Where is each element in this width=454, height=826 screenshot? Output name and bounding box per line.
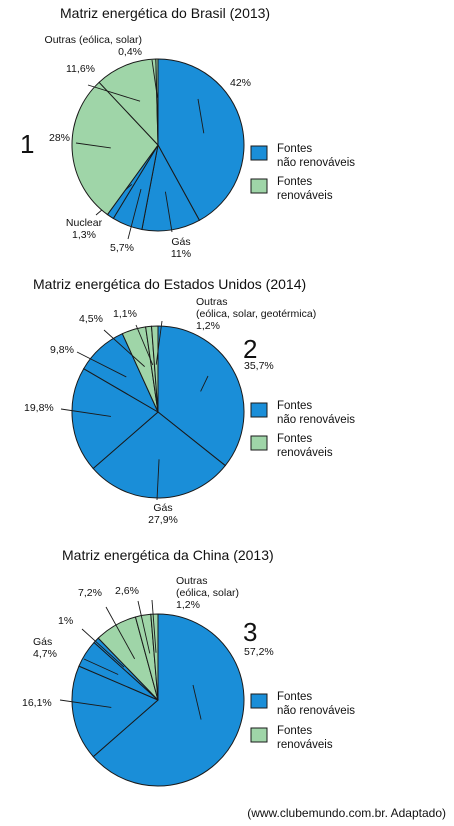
slice-label: Nuclear: [66, 217, 103, 229]
chart-brasil: Matriz energética do Brasil (2013) 1 42%…: [20, 5, 355, 260]
leader-line: [137, 600, 151, 654]
legend: Fontes não renováveis Fontes renováveis: [250, 400, 355, 459]
slice-label: 57,2%: [244, 646, 274, 658]
slice-label: (eólica, solar, geotérmica): [196, 308, 316, 320]
leader-line: [200, 375, 209, 392]
chart-china: Matriz energética da China (2013) 3 57,2…: [22, 547, 355, 787]
leader-line: [192, 684, 202, 720]
slice-label: (eólica, solar): [176, 587, 239, 599]
legend-label-non-renewable: Fontes: [277, 691, 312, 703]
slice-label: 4,5%: [79, 313, 103, 325]
slice-label: 35,7%: [244, 360, 274, 372]
slice-label: 0,4%: [118, 46, 142, 58]
leader-line: [76, 351, 127, 378]
legend-label-renewable: Fontes: [277, 433, 312, 445]
leader-line: [81, 628, 125, 668]
legend-label-renewable-2: renováveis: [277, 447, 333, 459]
slice-label: 11%: [171, 248, 191, 260]
leader-line: [197, 98, 205, 134]
slice-label: 1,2%: [176, 599, 200, 611]
pie-slice: [71, 81, 159, 216]
chart-title: Matriz energética do Estados Unidos (201…: [33, 276, 306, 292]
legend-label-renewable-2: renováveis: [277, 739, 333, 751]
slice-label: Gás: [171, 236, 190, 248]
slice-label: 1%: [58, 615, 73, 627]
chart-title: Matriz energética do Brasil (2013): [60, 5, 270, 21]
chart-number: 1: [20, 129, 34, 159]
leader-line: [83, 658, 119, 675]
pie-slice: [71, 665, 159, 758]
leader-line: [127, 189, 142, 240]
slice-label: Outras (eólica, solar): [45, 34, 142, 46]
pie-slice: [71, 368, 159, 470]
slice-label: 1,2%: [196, 320, 220, 332]
slice-label: Gás: [153, 502, 172, 514]
slice-label: 9,8%: [50, 344, 74, 356]
pie-slice: [92, 613, 245, 787]
slice-label: 11,6%: [66, 63, 95, 75]
slice-label: 16,1%: [22, 697, 52, 709]
pie-slice: [98, 58, 159, 147]
slice-label: 1,3%: [72, 229, 96, 241]
legend-label-renewable: Fontes: [277, 725, 312, 737]
leader-line: [60, 408, 111, 417]
legend-label-non-renewable-2: não renováveis: [277, 414, 355, 426]
chart-number: 3: [243, 617, 257, 647]
pie-slice: [155, 58, 159, 146]
legend-swatch-non-renewable: [250, 693, 268, 709]
legend-swatch-renewable: [250, 435, 268, 451]
slice-label: 5,7%: [110, 242, 134, 254]
slice-label: 28%: [49, 132, 70, 144]
slice-label: Gás: [33, 636, 52, 648]
leader-line: [151, 599, 157, 653]
pie-slice: [157, 58, 245, 222]
legend-label-non-renewable: Fontes: [277, 400, 312, 412]
pie-slice: [157, 325, 245, 467]
pie-slice: [150, 325, 159, 413]
chart-title: Matriz energética da China (2013): [62, 547, 274, 563]
leader-line: [87, 84, 141, 102]
chart-number: 2: [243, 334, 257, 364]
leader-line: [59, 699, 112, 708]
slice-label: Outras: [196, 296, 228, 308]
legend-swatch-renewable: [250, 178, 268, 194]
leader-line: [75, 142, 111, 149]
legend-swatch-renewable: [250, 727, 268, 743]
leader-line: [151, 59, 158, 98]
slice-label: 7,2%: [78, 587, 102, 599]
leader-line: [135, 324, 154, 366]
legend-label-non-renewable: Fontes: [277, 143, 312, 155]
legend-label-non-renewable-2: não renováveis: [277, 157, 355, 169]
legend: Fontes não renováveis Fontes renováveis: [250, 691, 355, 751]
chart-estados-unidos: Matriz energética do Estados Unidos (201…: [24, 276, 355, 526]
slice-label: 4,7%: [33, 648, 57, 660]
legend-swatch-non-renewable: [250, 402, 268, 418]
pie-slice: [150, 613, 159, 701]
pie-slice: [92, 411, 226, 499]
legend-label-renewable-2: renováveis: [277, 190, 333, 202]
legend: Fontes não renováveis Fontes renováveis: [250, 143, 355, 202]
slice-label: Outras: [176, 575, 208, 587]
source-credit: (www.clubemundo.com.br. Adaptado): [247, 806, 446, 820]
slice-label: 1,1%: [113, 308, 137, 320]
leader-line: [156, 459, 160, 501]
slice-label: 42%: [230, 77, 251, 89]
leader-line: [164, 191, 173, 233]
leader-line: [103, 329, 145, 367]
slice-label: 27,9%: [148, 514, 178, 526]
leader-line: [155, 320, 163, 365]
slice-label: 2,6%: [115, 585, 139, 597]
slice-label: 19,8%: [24, 402, 54, 414]
legend-label-renewable: Fontes: [277, 176, 312, 188]
legend-label-non-renewable-2: não renováveis: [277, 705, 355, 717]
leader-line: [105, 606, 136, 660]
legend-swatch-non-renewable: [250, 145, 268, 161]
